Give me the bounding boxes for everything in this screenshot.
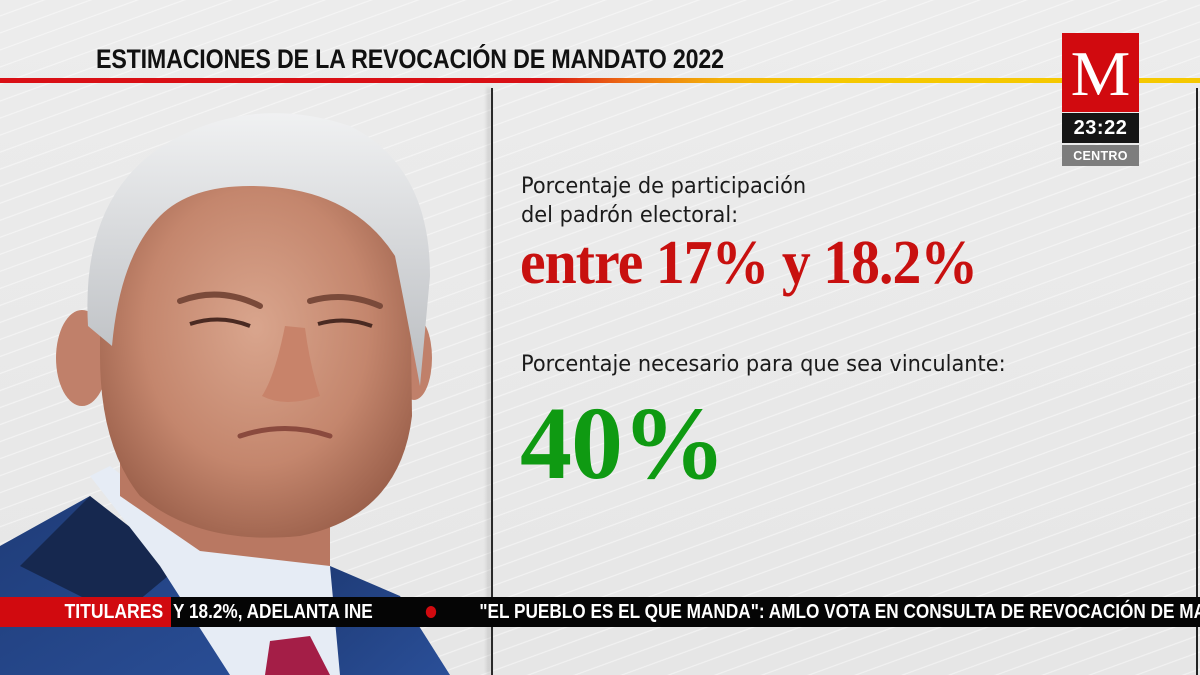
- ticker-label: TITULARES: [0, 597, 171, 627]
- timezone-label: CENTRO: [1062, 145, 1139, 166]
- news-ticker: Y 18.2%, ADELANTA INE "EL PUEBLO ES EL Q…: [0, 597, 1200, 627]
- participation-label-line2: del padrón electoral:: [521, 202, 739, 228]
- ticker-label-text: TITULARES: [64, 600, 163, 623]
- logo-letter: M: [1070, 37, 1131, 109]
- channel-logo: M: [1062, 33, 1139, 112]
- bullet-dot-icon: [426, 606, 437, 618]
- participation-label-line1: Porcentaje de participación: [521, 173, 807, 199]
- participation-value: entre 17% y 18.2%: [520, 229, 978, 297]
- ticker-item: "EL PUEBLO ES EL QUE MANDA": AMLO VOTA E…: [479, 600, 1200, 623]
- page-title: ESTIMACIONES DE LA REVOCACIÓN DE MANDATO…: [96, 44, 724, 74]
- vertical-divider: [491, 88, 493, 675]
- header-rule: [0, 78, 1200, 83]
- binding-label: Porcentaje necesario para que sea vincul…: [521, 351, 1006, 377]
- right-edge-line: [1196, 88, 1198, 675]
- ticker-item: Y 18.2%, ADELANTA INE: [173, 600, 373, 623]
- ticker-track: Y 18.2%, ADELANTA INE "EL PUEBLO ES EL Q…: [173, 597, 1200, 627]
- portrait-photo: [0, 96, 470, 675]
- clock-time: 23:22: [1062, 113, 1139, 143]
- binding-value: 40%: [520, 386, 726, 501]
